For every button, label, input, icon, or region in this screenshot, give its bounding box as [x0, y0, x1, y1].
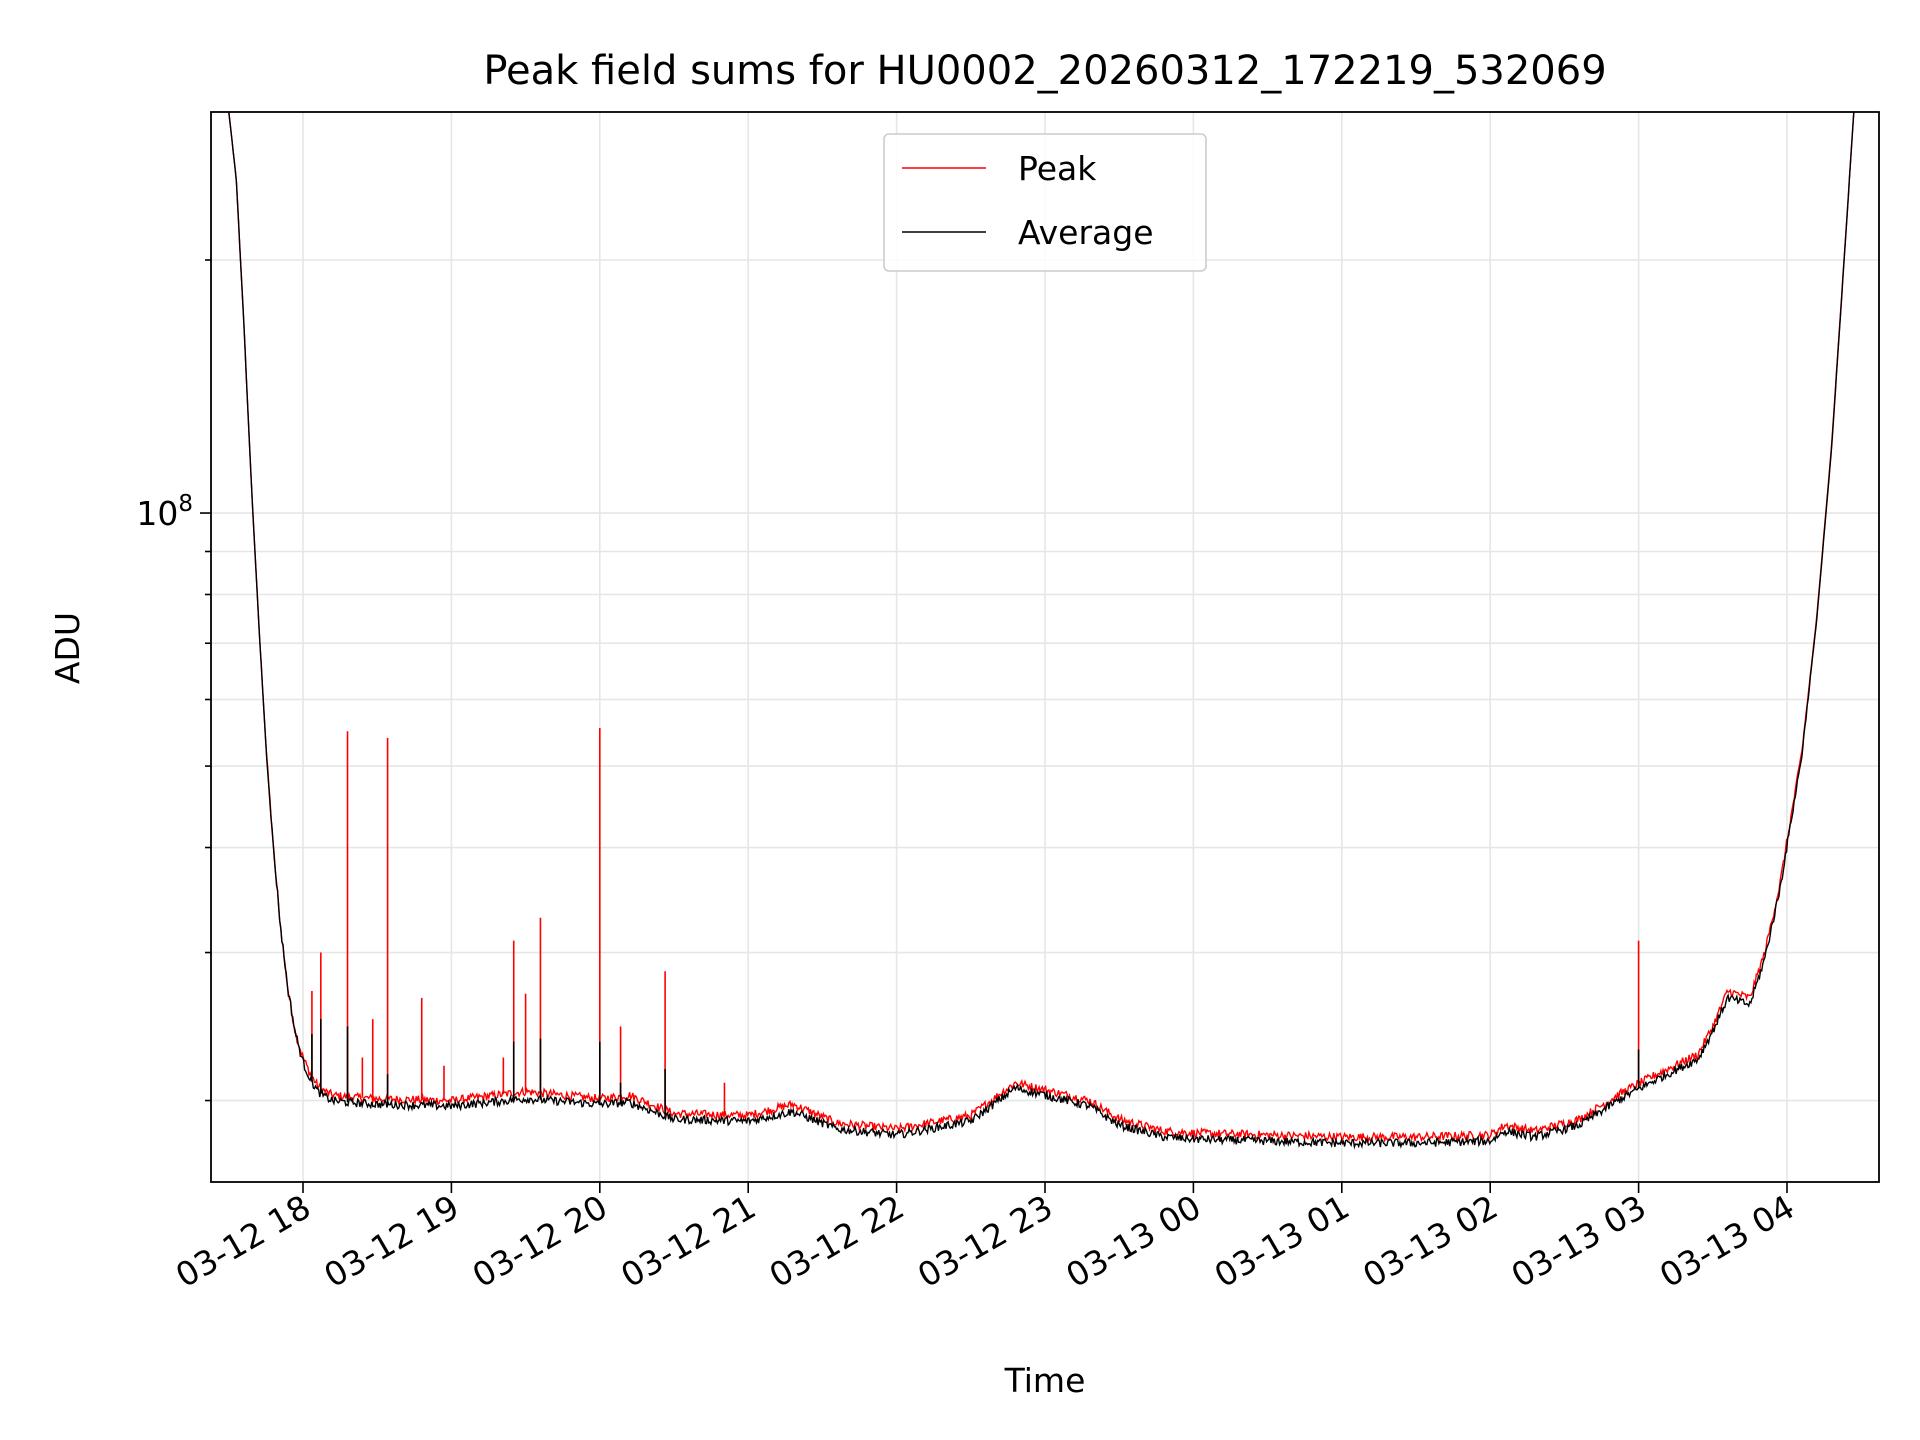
legend-peak-label: Peak [1018, 149, 1097, 188]
y-tick-label: 108 [136, 491, 193, 533]
average-series-line [228, 112, 1855, 1150]
x-axis-label: Time [1004, 1361, 1086, 1400]
chart-title: Peak field sums for HU0002_20260312_1722… [483, 48, 1606, 94]
series-group [228, 112, 1855, 1150]
y-axis-label: ADU [48, 612, 87, 684]
grid [211, 112, 1879, 1182]
plot-area [228, 112, 1855, 1150]
legend: Peak Average [883, 133, 1207, 272]
legend-average-label: Average [1018, 213, 1154, 252]
